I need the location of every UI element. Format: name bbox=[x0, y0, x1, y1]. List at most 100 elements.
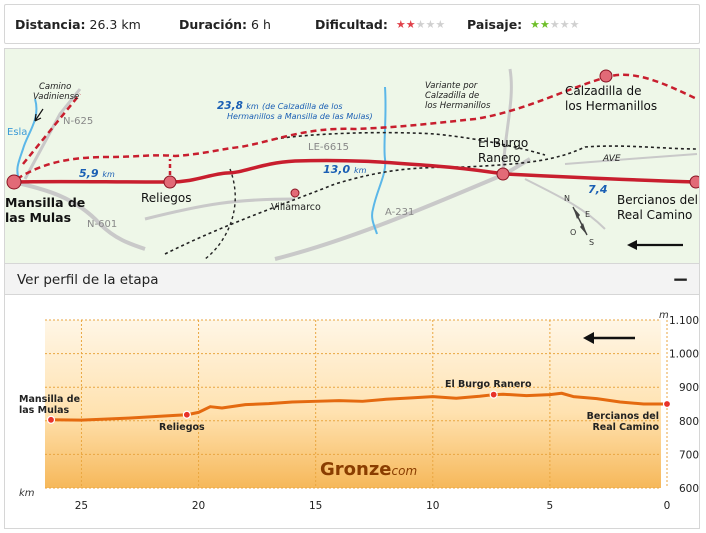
collapse-profile-button[interactable]: − bbox=[672, 267, 689, 291]
road-label-n601: N-601 bbox=[87, 219, 117, 230]
elevation-profile-title: Ver perfil de la etapa bbox=[17, 272, 159, 288]
elevation-marker bbox=[46, 415, 56, 424]
x-tick-label: 5 bbox=[547, 500, 554, 512]
elevation-profile-header[interactable]: Ver perfil de la etapa − bbox=[4, 263, 700, 295]
note-variante-line2: Calzadilla de bbox=[425, 91, 479, 101]
note-variante-line3: los Hermanillos bbox=[425, 101, 491, 111]
elevation-profile-chart: 1.100 1.000 900 800 700 600 25 20 15 10 5 0 m km Gr… bbox=[19, 310, 699, 512]
chart-plot-area bbox=[45, 320, 661, 488]
distance-variante: 23,8 km (de Calzadilla de los bbox=[217, 100, 343, 112]
duration-value: 6 h bbox=[251, 17, 271, 32]
chart-markers bbox=[46, 390, 672, 424]
villamarco-label: Villamarco bbox=[271, 202, 321, 213]
distance-segment-3: 7,4 bbox=[588, 183, 608, 196]
x-tick-label: 15 bbox=[309, 500, 322, 512]
road-local bbox=[144, 197, 296, 221]
profile-label-mansilla-line2: las Mulas bbox=[19, 405, 70, 416]
road-n601 bbox=[12, 180, 146, 251]
star-empty-icon: ★ bbox=[569, 18, 580, 31]
route-map-canvas: Mansilla de las Mulas Reliegos Villamarc… bbox=[5, 68, 699, 261]
mansilla-town-marker bbox=[6, 174, 22, 190]
profile-label-mansilla-line1: Mansilla de bbox=[19, 394, 80, 405]
road-label-a231: A-231 bbox=[385, 207, 414, 218]
distance-value: 26.3 km bbox=[89, 17, 141, 32]
elevation-line bbox=[50, 391, 667, 422]
note-variante-line1: Variante por bbox=[425, 81, 478, 91]
profile-label-burgo: El Burgo Ranero bbox=[445, 379, 532, 390]
burgo-town-marker bbox=[496, 167, 510, 181]
reliegos-label: Reliegos bbox=[141, 191, 191, 205]
road-to-calzadilla bbox=[501, 68, 513, 173]
ave-railway bbox=[164, 145, 698, 255]
compass-n: N bbox=[564, 194, 570, 203]
calzadilla-label-line2: los Hermanillos bbox=[565, 99, 657, 113]
road-label-le6615: LE-6615 bbox=[308, 142, 349, 153]
villamarco-town-marker bbox=[290, 188, 300, 198]
star-empty-icon: ★ bbox=[549, 18, 560, 31]
bercianos-label-line2: Real Camino bbox=[617, 208, 692, 222]
distance-stat: Distancia: 26.3 km bbox=[15, 17, 141, 32]
y-tick-label: 600 bbox=[679, 483, 699, 495]
road-a231 bbox=[274, 157, 532, 261]
elevation-profile-panel: 1.100 1.000 900 800 700 600 25 20 15 10 5 0 m km Gr… bbox=[4, 295, 700, 529]
profile-label-bercianos-line1: Bercianos del bbox=[587, 411, 659, 422]
distance-segment-1: 5,9 km bbox=[79, 167, 115, 180]
profile-label-reliegos: Reliegos bbox=[159, 422, 205, 433]
compass-s: S bbox=[589, 238, 594, 247]
star-empty-icon: ★ bbox=[559, 18, 570, 31]
route-map: Mansilla de las Mulas Reliegos Villamarc… bbox=[4, 48, 700, 263]
rail-spur bbox=[204, 168, 236, 260]
star-empty-icon: ★ bbox=[435, 18, 446, 31]
note-vadiniense-line2: Vadiniense bbox=[33, 92, 79, 102]
mansilla-label-line2: las Mulas bbox=[5, 210, 71, 225]
y-tick-label: 800 bbox=[679, 416, 699, 428]
note-vadiniense-line1: Camino bbox=[39, 82, 71, 92]
elevation-marker bbox=[662, 399, 672, 409]
difficulty-star-rating: ★★★★★ bbox=[396, 18, 445, 31]
road-label-n625: N-625 bbox=[63, 116, 93, 127]
landscape-label: Paisaje: bbox=[467, 17, 523, 32]
calzadilla-town-marker bbox=[599, 69, 613, 83]
mansilla-label-line1: Mansilla de bbox=[5, 195, 85, 210]
elevation-marker bbox=[182, 410, 191, 419]
rail-label-ave: AVE bbox=[602, 154, 621, 164]
direction-arrow-icon bbox=[627, 240, 683, 250]
duration-stat: Duración: 6 h bbox=[179, 17, 271, 32]
bercianos-town-marker bbox=[689, 175, 699, 189]
y-tick-label: 900 bbox=[679, 382, 699, 394]
reliegos-town-marker bbox=[163, 175, 177, 189]
y-tick-label: 1.000 bbox=[669, 349, 699, 361]
distance-segment-2: 13,0 km bbox=[323, 163, 367, 176]
y-axis-unit: m bbox=[659, 310, 669, 321]
duration-label: Duración: bbox=[179, 17, 248, 32]
x-tick-label: 25 bbox=[75, 500, 88, 512]
distance-variante-desc: Hermanillos a Mansilla de las Mulas) bbox=[227, 112, 373, 121]
star-filled-icon: ★ bbox=[530, 18, 541, 31]
profile-label-bercianos-line2: Real Camino bbox=[592, 422, 659, 433]
y-tick-label: 1.100 bbox=[669, 315, 699, 327]
chart-series bbox=[50, 391, 667, 422]
landscape-star-rating: ★★★★★ bbox=[530, 18, 579, 31]
compass-rose-icon: N O E S bbox=[564, 194, 594, 247]
burgo-label-line2: Ranero bbox=[478, 151, 520, 165]
burgo-label-line1: El Burgo bbox=[478, 136, 528, 150]
main-camino-route bbox=[12, 158, 698, 184]
x-axis-unit: km bbox=[19, 488, 35, 499]
star-empty-icon: ★ bbox=[425, 18, 436, 31]
difficulty-stat: Dificultad: ★★★★★ bbox=[315, 17, 445, 32]
gronze-brand-logo: Gronzecom bbox=[320, 459, 417, 480]
compass-e: E bbox=[585, 210, 590, 219]
x-tick-label: 10 bbox=[426, 500, 439, 512]
y-tick-label: 700 bbox=[679, 449, 699, 461]
compass-o: O bbox=[570, 228, 576, 237]
x-tick-label: 20 bbox=[192, 500, 205, 512]
road-north-east bbox=[564, 153, 698, 165]
road-n625 bbox=[23, 88, 82, 180]
landscape-stat: Paisaje: ★★★★★ bbox=[467, 17, 580, 32]
star-filled-icon: ★ bbox=[540, 18, 550, 31]
distance-label: Distancia: bbox=[15, 17, 86, 32]
camino-vadiniense-route bbox=[22, 93, 81, 165]
elevation-marker bbox=[489, 390, 498, 399]
river-label-esla: Esla bbox=[7, 127, 27, 138]
stage-stats-bar: Distancia: 26.3 km Duración: 6 h Dificul… bbox=[4, 4, 700, 44]
